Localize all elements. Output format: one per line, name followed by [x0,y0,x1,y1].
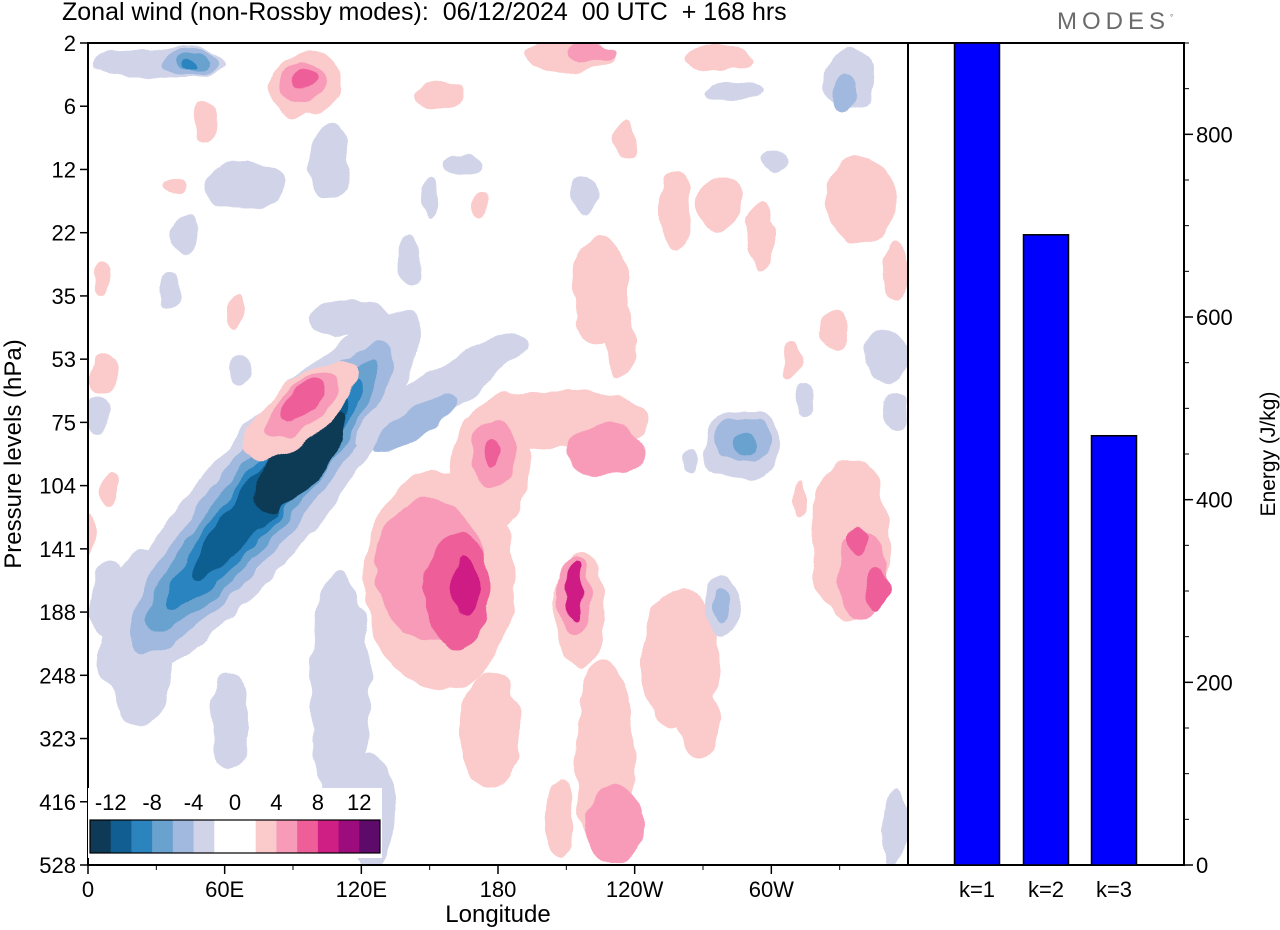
colorbar-swatch [338,820,360,853]
pressure-tick-label: 2 [64,31,76,56]
colorbar-swatch [297,820,319,853]
pressure-axis: 2 6 12 22 35 53 75 104 141 188 248 323 416 528 [39,31,88,878]
colorbar-swatch [193,820,215,853]
colorbar-swatch [359,820,381,853]
colorbar-tick-label: 0 [229,790,241,815]
colorbar-swatch [255,820,277,853]
modes-logo: MODES° [1057,8,1173,36]
logo-mark: ° [1170,13,1174,22]
pressure-tick-label: 12 [52,157,76,182]
pressure-tick-label: 53 [52,347,76,372]
westward-wind-60w [702,410,782,635]
westward-wind-upper-left [135,43,875,115]
energy-axis-label: Energy (J/kg) [1257,392,1280,517]
y-axis-label: Pressure levels (hPa) [0,339,27,568]
pressure-tick-label: 188 [39,600,76,625]
bar-category-label: k=3 [1096,877,1132,902]
zonal-wind-contour-field [88,43,908,865]
bar-category-label: k=2 [1028,877,1064,902]
colorbar-swatch [90,820,112,853]
energy-bars: k=1 k=2 k=3 [953,42,1138,902]
energy-axis: 0 200 400 600 800 [1184,42,1233,878]
colorbar-swatch [131,820,153,853]
energy-bar-k=1 [953,42,1001,866]
longitude-tick-label: 120E [336,877,387,902]
longitude-tick-label: 180 [480,877,517,902]
eastward-wind-180 [365,390,890,865]
pressure-tick-label: 104 [39,474,76,499]
pressure-tick-label: 141 [39,537,76,562]
colorbar-tick-label: -8 [142,790,162,815]
longitude-tick-label: 120W [606,877,664,902]
energy-tick-label: 800 [1196,122,1233,147]
colorbar-swatch [276,820,298,853]
eastward-wind-jet-upper-left [268,52,342,118]
longitude-tick-label: 0 [82,877,94,902]
colorbar-tick-label: 4 [270,790,282,815]
longitude-axis: 0 60E 120E 180 120W 60W [82,865,841,902]
pressure-tick-label: 22 [52,221,76,246]
colorbar-tick-label: -12 [95,790,127,815]
energy-tick-label: 600 [1196,305,1233,330]
energy-bar-k=3 [1090,434,1138,866]
energy-tick-label: 0 [1196,853,1208,878]
pressure-tick-label: 6 [64,94,76,119]
energy-bar-k=2 [1022,234,1070,866]
colorbar-tick-label: 8 [312,790,324,815]
colorbar-tick-label: -4 [184,790,204,815]
pressure-tick-label: 323 [39,727,76,752]
logo-text: MODES [1057,8,1171,35]
colorbar-swatch [317,820,340,853]
pressure-tick-label: 35 [52,284,76,309]
pressure-tick-label: 528 [39,853,76,878]
energy-tick-label: 400 [1196,488,1233,513]
eastward-wind-mid-left [243,360,357,460]
colorbar-frame [89,819,381,854]
westward-band-upper [354,333,526,453]
colorbar-swatch [172,820,195,853]
energy-tick-label: 200 [1196,670,1233,695]
bar-category-label: k=1 [959,877,995,902]
chart-title: Zonal wind (non-Rossby modes): 06/12/202… [62,0,787,26]
colorbar-swatch [214,820,236,853]
color-scale: -12 -8 -4 0 4 8 12 [88,788,382,858]
colorbar-tick-label: 12 [347,790,371,815]
pressure-tick-label: 75 [52,410,76,435]
pressure-tick-label: 416 [39,790,76,815]
pressure-tick-label: 248 [39,663,76,688]
x-axis-label: Longitude [445,901,550,928]
colorbar-swatch [110,820,132,853]
colorbar-swatch [235,820,257,853]
longitude-tick-label: 60E [205,877,244,902]
colorbar-swatch [152,820,174,853]
longitude-tick-label: 60W [749,877,794,902]
